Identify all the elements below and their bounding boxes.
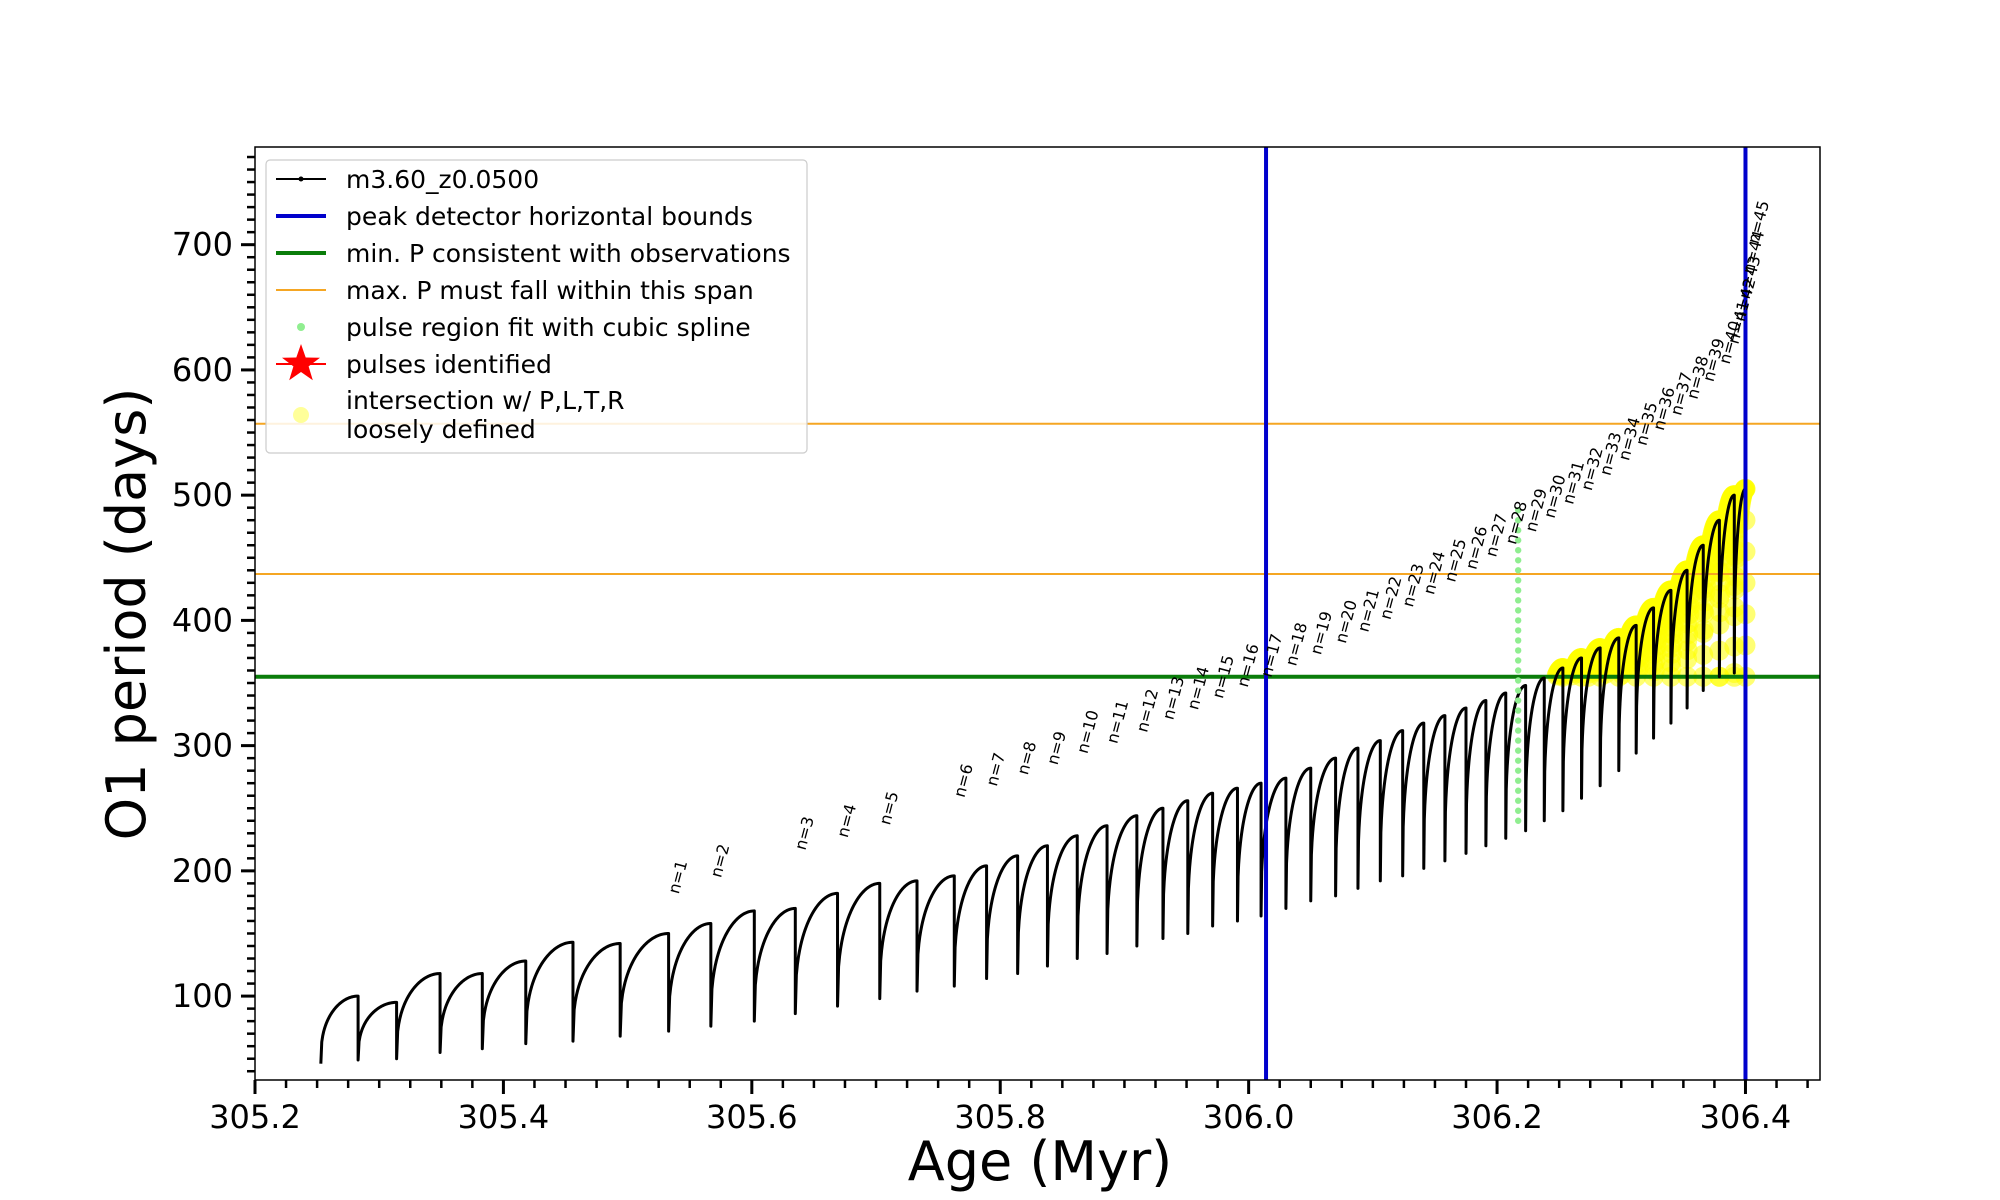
legend-label-min-period: min. P consistent with observations xyxy=(346,239,791,268)
y-axis: 100 200 300 400 500 600 700 xyxy=(172,155,255,1073)
y-tick-label: 400 xyxy=(172,601,233,639)
spline-point xyxy=(1514,807,1522,814)
plot-area: n=1 n=2n=3 n=4 n=5n=6 n=7 n=8 n=9 n=10 n=11 n=12n… xyxy=(255,147,1820,1080)
spline-point xyxy=(1514,707,1522,714)
spline-point xyxy=(1514,567,1522,574)
spline-point xyxy=(1514,727,1522,734)
spline-point xyxy=(1514,577,1522,584)
x-tick-label: 305.6 xyxy=(706,1098,798,1136)
y-tick-label: 300 xyxy=(172,727,233,765)
pulse-labels: n=1 n=2n=3 n=4 n=5n=6 n=7 n=8 n=9 n=10 n=11 n=12n… xyxy=(664,198,1773,895)
spline-point xyxy=(1514,767,1522,774)
x-tick-label: 306.4 xyxy=(1700,1098,1792,1136)
x-tick-label: 306.2 xyxy=(1451,1098,1543,1136)
spline-point xyxy=(1514,677,1522,684)
spline-point xyxy=(1514,737,1522,744)
x-tick-label: 306.0 xyxy=(1203,1098,1295,1136)
spline-point xyxy=(1514,517,1522,524)
x-tick-label: 305.2 xyxy=(209,1098,301,1136)
spline-point xyxy=(1514,777,1522,784)
legend-marker-spline xyxy=(297,323,305,331)
x-axis-label: Age (Myr) xyxy=(908,1130,1173,1193)
spline-point xyxy=(1514,607,1522,614)
y-tick-label: 200 xyxy=(172,852,233,890)
spline-point xyxy=(1514,527,1522,534)
spline-point xyxy=(1514,797,1522,804)
y-tick-label: 500 xyxy=(172,476,233,514)
legend-label-bounds: peak detector horizontal bounds xyxy=(346,202,753,231)
spline-point xyxy=(1514,697,1522,704)
spline-point xyxy=(1514,537,1522,544)
spline-points xyxy=(1514,506,1522,824)
spline-point xyxy=(1514,637,1522,644)
legend-label-spline: pulse region fit with cubic spline xyxy=(346,313,751,342)
spline-point xyxy=(1514,647,1522,654)
y-tick-label: 600 xyxy=(172,351,233,389)
y-tick-label: 100 xyxy=(172,977,233,1015)
spline-point xyxy=(1514,757,1522,764)
legend-label-intersection: intersection w/ P,L,T,R xyxy=(346,386,625,415)
x-tick-label: 305.8 xyxy=(954,1098,1046,1136)
y-axis-label: O1 period (days) xyxy=(95,388,158,841)
legend-label-max-period-span: max. P must fall within this span xyxy=(346,276,754,305)
period-track xyxy=(319,487,1747,1064)
legend-marker-pulses xyxy=(276,344,326,381)
legend-marker-track xyxy=(276,176,326,182)
spline-point xyxy=(1514,687,1522,694)
spline-point xyxy=(1514,817,1522,824)
legend-box xyxy=(265,159,808,454)
x-tick-label: 305.4 xyxy=(458,1098,550,1136)
spline-point xyxy=(1514,787,1522,794)
spline-point xyxy=(1514,657,1522,664)
legend-marker-intersection xyxy=(293,407,309,423)
legend-label-intersection-2: loosely defined xyxy=(346,415,536,444)
spline-point xyxy=(1514,747,1522,754)
y-tick-label: 700 xyxy=(172,226,233,264)
spline-point xyxy=(1514,587,1522,594)
spline-point xyxy=(1514,617,1522,624)
spline-point xyxy=(1514,667,1522,674)
legend-label-track: m3.60_z0.0500 xyxy=(346,165,539,194)
x-axis: 305.2 305.4 305.6 305.8 306.0 306.2 306.4 xyxy=(209,1080,1809,1136)
spline-point xyxy=(1514,627,1522,634)
spline-point xyxy=(1514,506,1522,514)
spline-point xyxy=(1514,557,1522,564)
legend: m3.60_z0.0500 peak detector horizontal b… xyxy=(265,159,808,454)
spline-point xyxy=(1514,547,1522,554)
legend-label-pulses: pulses identified xyxy=(346,350,552,379)
spline-point xyxy=(1514,717,1522,724)
period-track-line xyxy=(319,487,1747,1064)
spline-point xyxy=(1514,597,1522,604)
plot-frame xyxy=(254,146,1821,1081)
vertical-bounds xyxy=(1264,147,1748,1080)
